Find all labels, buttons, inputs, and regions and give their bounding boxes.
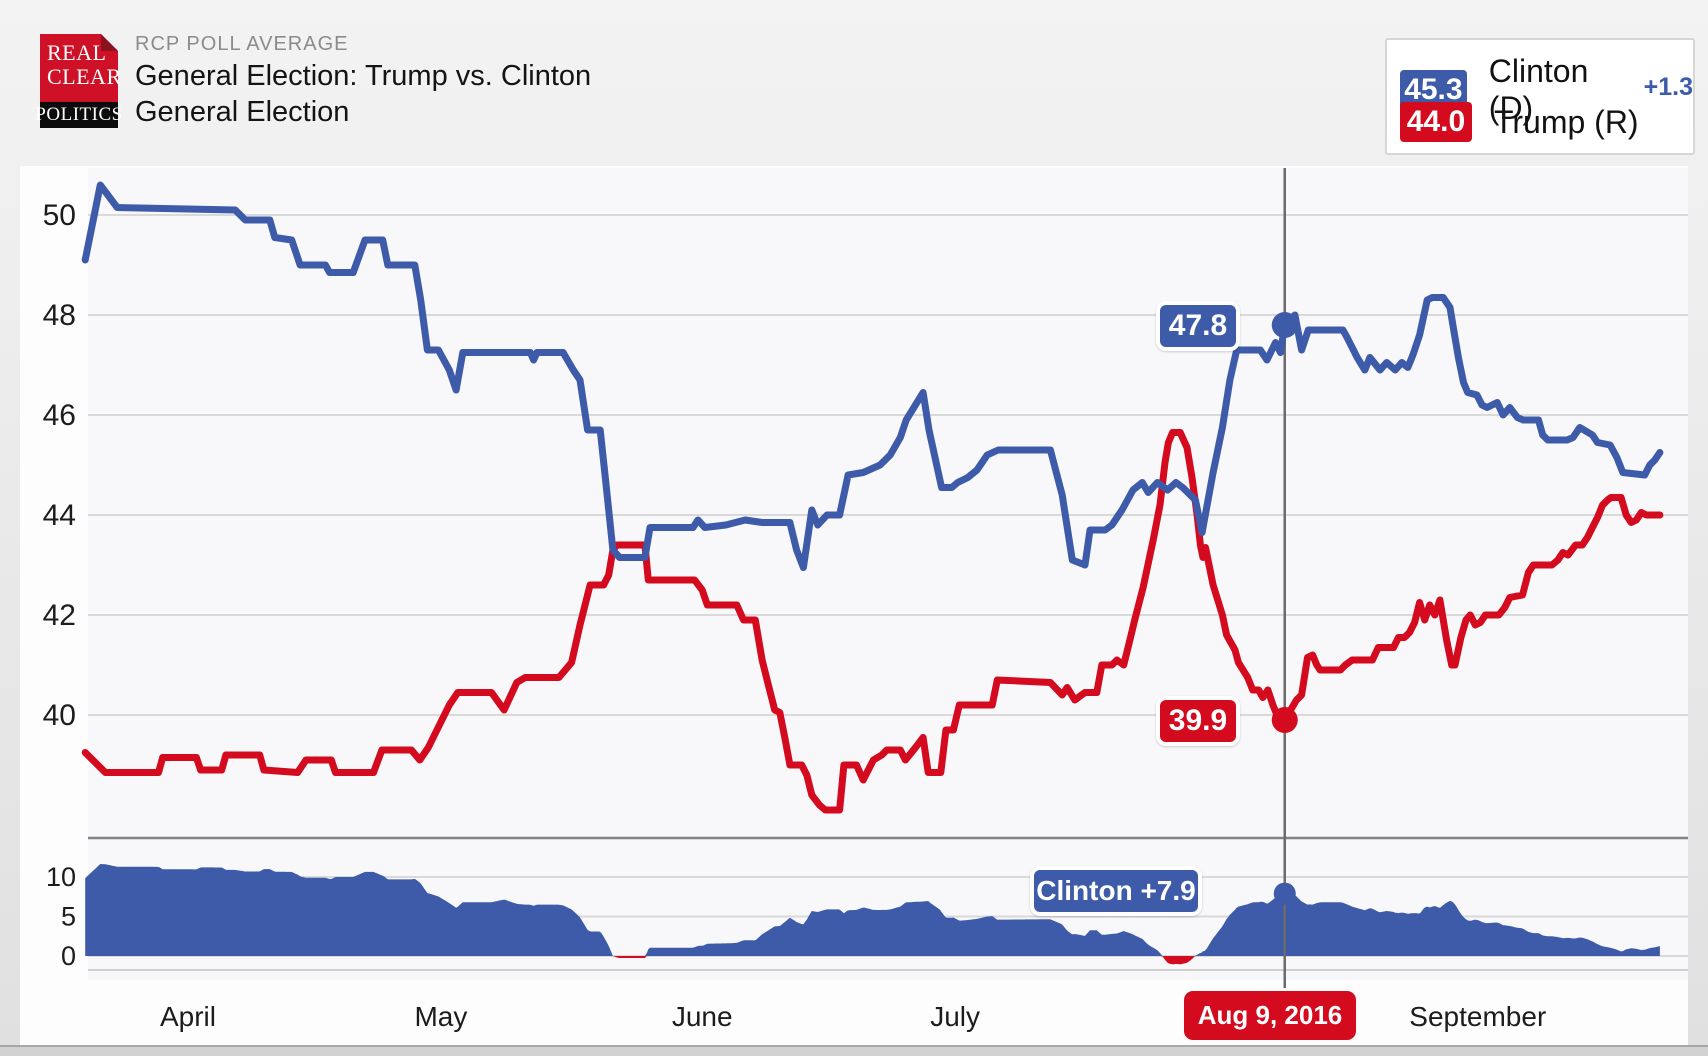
spread-point-badge: Clinton +7.9 (1030, 866, 1202, 916)
logo-fold-flap-icon (101, 34, 118, 51)
legend-row-clinton: 45.3 Clinton (D) +1.3 (1400, 53, 1693, 127)
logo-text-politics: POLITICS (35, 102, 122, 128)
y-axis-label-spread: 5 (61, 902, 76, 932)
spread-area-clinton-lead (85, 864, 1660, 956)
trump-point-badge: 39.9 (1156, 696, 1240, 746)
y-axis-label-main: 46 (43, 399, 76, 432)
trump-legend-label: Trump (R) (1494, 103, 1639, 140)
y-axis-label-main: 48 (43, 299, 76, 332)
page-subtitle: General Election (135, 96, 350, 128)
logo-text-real: REAL (47, 40, 107, 65)
trump-trend-line (81, 429, 1664, 814)
y-axis-label-main: 50 (43, 199, 76, 232)
clinton-trend-line (81, 181, 1664, 571)
rcp-logo[interactable]: REAL CLEAR POLITICS (35, 34, 122, 128)
x-axis-label: July (930, 1001, 980, 1032)
highlight-date-badge: Aug 9, 2016 (1184, 991, 1356, 1040)
clinton-lead-delta: +1.3 (1643, 72, 1693, 101)
y-axis-label-spread: 0 (61, 941, 76, 971)
x-axis-label: September (1409, 1001, 1546, 1032)
y-axis-label-main: 40 (43, 699, 76, 732)
y-axis-label-main: 44 (43, 499, 76, 532)
x-axis-label: May (414, 1001, 467, 1032)
legend-row-trump: 44.0 Trump (R) (1400, 102, 1652, 142)
trump-highlight-dot (1271, 707, 1298, 733)
y-axis-label-spread: 10 (46, 862, 76, 892)
logo-text-clear: CLEAR (47, 64, 122, 89)
x-axis-label: June (672, 1001, 733, 1032)
bottom-divider-strip (0, 1045, 1708, 1056)
x-axis-label: April (160, 1001, 216, 1032)
plot-area (88, 168, 1688, 980)
page-title: General Election: Trump vs. Clinton (135, 60, 592, 92)
spread-highlight-dot (1273, 882, 1296, 905)
clinton-highlight-dot (1271, 312, 1298, 338)
poll-average-kicker: RCP POLL AVERAGE (135, 33, 349, 55)
clinton-legend-label: Clinton (D) (1488, 53, 1589, 126)
y-axis-label-main: 42 (43, 599, 76, 632)
trump-value-badge: 44.0 (1400, 102, 1472, 142)
legend-box: 45.3 Clinton (D) +1.3 44.0 Trump (R) (1385, 38, 1695, 155)
clinton-point-badge: 47.8 (1156, 301, 1240, 351)
